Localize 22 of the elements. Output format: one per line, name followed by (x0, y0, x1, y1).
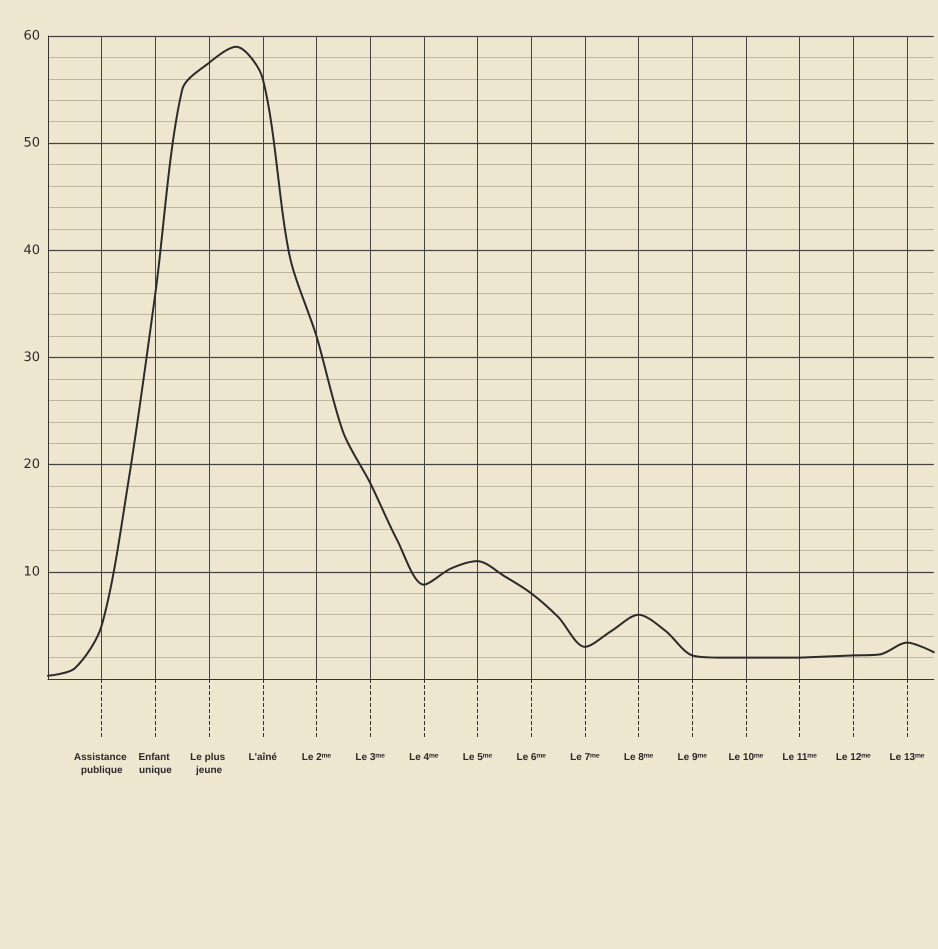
y-tick-label: 60 (23, 28, 40, 44)
x-tick-label: Le 5ᵐᵉ (462, 752, 492, 763)
x-tick-label: Le 9ᵐᵉ (678, 752, 708, 763)
x-tick-label: Le 13ᵐᵉ (890, 752, 925, 763)
y-tick-label: 20 (23, 457, 40, 472)
x-tick-label: Le 10ᵐᵉ (728, 752, 764, 763)
y-tick-label: 50 (23, 136, 40, 151)
x-tick-label: Le 7ᵐᵉ (570, 752, 600, 763)
x-tick-label: L'aîné (248, 752, 278, 763)
x-tick-label: Assistance publique (74, 752, 130, 776)
x-tick-label: Le 6ᵐᵉ (516, 752, 546, 763)
y-tick-label: 30 (23, 350, 40, 365)
x-tick-label: Le 2ᵐᵉ (302, 752, 332, 763)
x-tick-label: Le 12ᵐᵉ (836, 752, 872, 763)
x-tick-label: Le 11ᵐᵉ (782, 752, 818, 763)
x-tick-label: Le 3ᵐᵉ (355, 752, 386, 763)
x-tick-label: Enfant unique (138, 752, 172, 776)
y-tick-label: 10 (23, 564, 40, 580)
x-tick-label: Le 4ᵐᵉ (409, 752, 439, 763)
y-tick-label: 40 (23, 242, 40, 258)
x-tick-label: Le 8ᵐᵉ (624, 752, 654, 763)
x-tick-label: Le plus jeune (190, 752, 228, 776)
